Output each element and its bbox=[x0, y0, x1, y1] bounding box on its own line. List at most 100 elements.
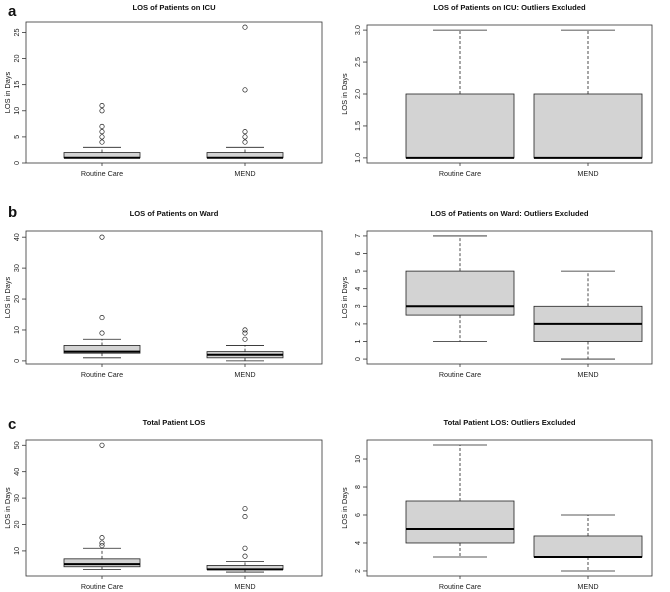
plot-title: Total Patient LOS bbox=[143, 418, 206, 427]
box-routine-care: Routine Care bbox=[63, 442, 141, 591]
panel-letter-a: a bbox=[8, 3, 17, 20]
y-tick-label: 15 bbox=[12, 81, 21, 89]
x-category-label: MEND bbox=[234, 370, 255, 379]
outlier-point bbox=[99, 103, 105, 109]
box-body bbox=[405, 270, 515, 316]
box-routine-care: Routine Care bbox=[63, 103, 141, 178]
y-tick-label: 10 bbox=[12, 326, 21, 334]
y-tick-label: 2.5 bbox=[353, 57, 362, 67]
box-body bbox=[533, 535, 643, 558]
y-tick-label: 6 bbox=[353, 252, 362, 256]
outlier-point bbox=[242, 327, 248, 333]
box-mend: MEND bbox=[533, 514, 643, 591]
plot-frame bbox=[25, 439, 323, 577]
y-tick-label: 3 bbox=[353, 304, 362, 308]
y-axis-label: LOS in Days bbox=[340, 73, 349, 115]
y-tick-label: 5 bbox=[353, 269, 362, 273]
outlier-point bbox=[99, 234, 105, 240]
outlier-point bbox=[242, 129, 248, 135]
y-tick-label: 0 bbox=[12, 161, 21, 165]
y-axis-label: LOS in Days bbox=[3, 276, 12, 318]
y-tick-label: 30 bbox=[12, 264, 21, 272]
box-body bbox=[405, 93, 515, 159]
y-tick-label: 25 bbox=[12, 28, 21, 36]
box-routine-care: Routine Care bbox=[63, 234, 141, 379]
x-category-label: MEND bbox=[577, 169, 598, 178]
y-tick-label: 0 bbox=[353, 357, 362, 361]
x-category-label: Routine Care bbox=[81, 169, 123, 178]
outlier-point bbox=[99, 123, 105, 129]
y-tick-label: 2 bbox=[353, 322, 362, 326]
plot-title: Total Patient LOS: Outliers Excluded bbox=[444, 418, 576, 427]
outlier-point bbox=[242, 330, 248, 336]
boxplot-panel-4: LOS of Patients on Ward: Outliers Exclud… bbox=[340, 209, 653, 379]
box-mend: MEND bbox=[206, 24, 284, 178]
y-tick-label: 4 bbox=[353, 541, 362, 545]
plot-title: LOS of Patients on Ward bbox=[130, 209, 219, 218]
x-category-label: Routine Care bbox=[439, 370, 481, 379]
boxplot-panel-2: LOS of Patients on ICU: Outliers Exclude… bbox=[340, 3, 653, 178]
x-category-label: MEND bbox=[577, 582, 598, 591]
panel-letter-b: b bbox=[8, 204, 17, 221]
y-tick-label: 4 bbox=[353, 287, 362, 291]
boxplot-panel-6: Total Patient LOS: Outliers Excluded LOS … bbox=[340, 418, 653, 591]
outlier-point bbox=[99, 139, 105, 145]
x-category-label: MEND bbox=[577, 370, 598, 379]
y-tick-label: 6 bbox=[353, 513, 362, 517]
outlier-point bbox=[242, 336, 248, 342]
y-axis-label: LOS in Days bbox=[3, 487, 12, 529]
y-tick-label: 8 bbox=[353, 485, 362, 489]
plot-frame bbox=[366, 439, 653, 577]
box-body bbox=[405, 500, 515, 544]
box-routine-care: Routine Care bbox=[405, 29, 515, 178]
y-tick-label: 20 bbox=[12, 55, 21, 63]
y-tick-label: 5 bbox=[12, 135, 21, 139]
x-category-label: Routine Care bbox=[439, 169, 481, 178]
panel-letter-c: c bbox=[8, 416, 16, 433]
y-tick-label: 20 bbox=[12, 521, 21, 529]
outlier-point bbox=[242, 139, 248, 145]
outlier-point bbox=[99, 330, 105, 336]
box-mend: MEND bbox=[533, 29, 643, 178]
outlier-point bbox=[99, 134, 105, 140]
box-body bbox=[533, 93, 643, 159]
y-tick-label: 10 bbox=[12, 107, 21, 115]
y-tick-label: 10 bbox=[12, 547, 21, 555]
outlier-point bbox=[242, 134, 248, 140]
y-tick-label: 1.5 bbox=[353, 121, 362, 131]
y-axis-label: LOS in Days bbox=[340, 276, 349, 318]
x-category-label: Routine Care bbox=[439, 582, 481, 591]
plot-title: LOS of Patients on Ward: Outliers Exclud… bbox=[431, 209, 589, 218]
outlier-point bbox=[99, 535, 105, 541]
y-tick-label: 2.0 bbox=[353, 89, 362, 99]
x-category-label: MEND bbox=[234, 169, 255, 178]
outlier-point bbox=[99, 108, 105, 114]
box-body bbox=[63, 345, 141, 354]
outlier-point bbox=[99, 129, 105, 135]
box-body bbox=[63, 558, 141, 568]
plot-title: LOS of Patients on ICU bbox=[132, 3, 216, 12]
outlier-point bbox=[242, 87, 248, 93]
boxplot-panel-5: Total Patient LOS LOS in Days 10 20 30 40 50 Ro… bbox=[3, 418, 323, 591]
y-tick-label: 2 bbox=[353, 569, 362, 573]
box-mend: MEND bbox=[206, 506, 284, 591]
x-category-label: Routine Care bbox=[81, 582, 123, 591]
y-tick-label: 3.0 bbox=[353, 25, 362, 35]
boxplot-panel-3: LOS of Patients on Ward LOS in Days 0 10 20 3… bbox=[3, 209, 323, 379]
plot-frame bbox=[366, 230, 653, 365]
outlier-point bbox=[242, 506, 248, 512]
y-tick-label: 7 bbox=[353, 234, 362, 238]
y-tick-label: 30 bbox=[12, 494, 21, 502]
box-mend: MEND bbox=[533, 270, 643, 379]
y-axis-label: LOS in Days bbox=[3, 71, 12, 113]
y-tick-label: 40 bbox=[12, 468, 21, 476]
outlier-point bbox=[242, 553, 248, 559]
y-tick-label: 50 bbox=[12, 441, 21, 449]
outlier-point bbox=[242, 514, 248, 520]
y-tick-label: 0 bbox=[12, 359, 21, 363]
outlier-point bbox=[99, 315, 105, 321]
outlier-point bbox=[99, 540, 105, 546]
outlier-point bbox=[99, 543, 105, 549]
y-tick-label: 1 bbox=[353, 339, 362, 343]
